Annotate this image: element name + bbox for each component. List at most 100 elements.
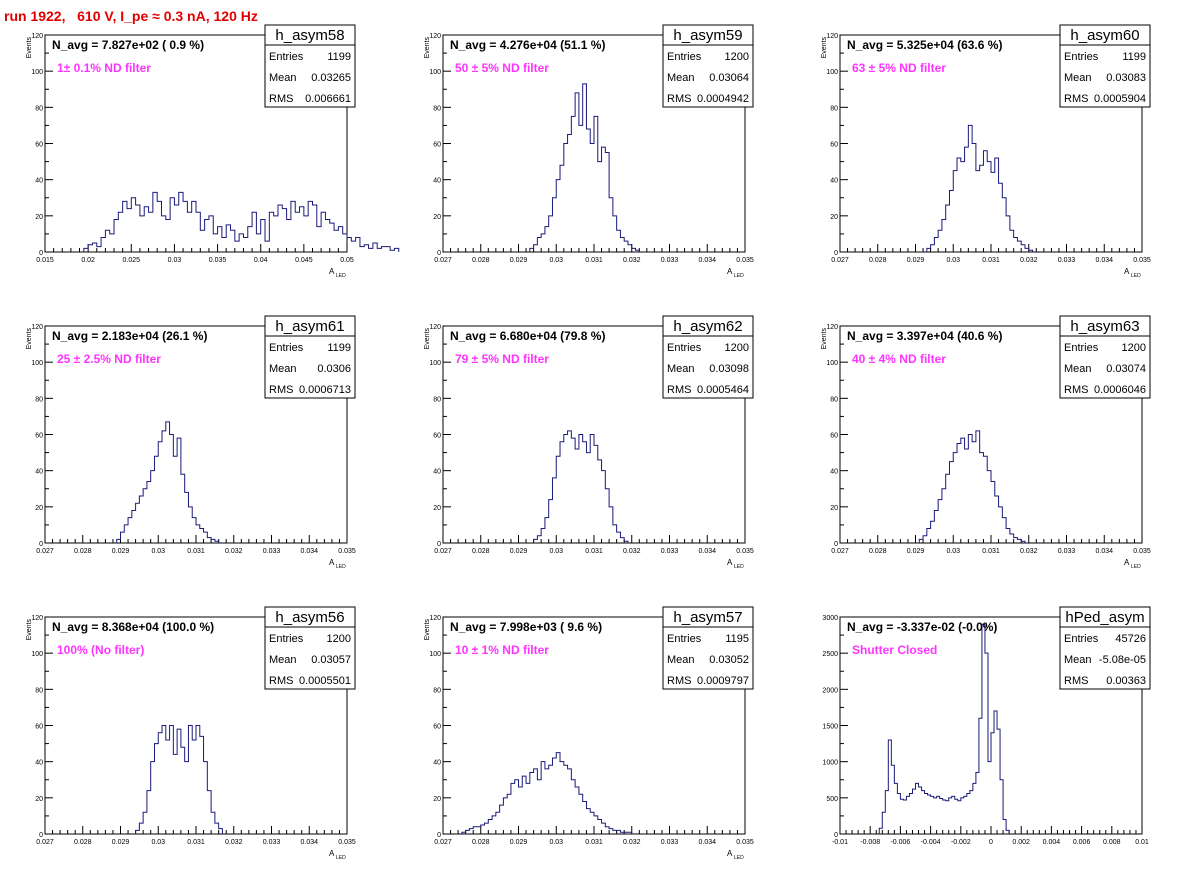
histogram-line: [878, 623, 1010, 834]
navg-label: N_avg = 5.325e+04 (63.6 %): [847, 38, 1002, 52]
x-tick-label: 0.028: [74, 839, 92, 846]
histogram-name: hPed_asym: [1065, 609, 1144, 626]
y-tick-label: 2000: [822, 687, 838, 694]
mean-value: 0.03265: [311, 72, 351, 84]
x-tick-label: 0.033: [1058, 548, 1076, 555]
y-tick-label: 80: [433, 687, 441, 694]
filter-label: Shutter Closed: [852, 643, 937, 657]
y-tick-label: 80: [433, 105, 441, 112]
x-tick-label: -0.002: [951, 839, 971, 846]
x-tick-label: 0.028: [472, 548, 490, 555]
entries-label: Entries: [1064, 51, 1099, 63]
y-tick-label: 80: [830, 396, 838, 403]
entries-label: Entries: [667, 342, 702, 354]
x-axis-label-subscript: LED: [1131, 273, 1141, 279]
y-tick-label: 40: [433, 178, 441, 185]
y-tick-label: 100: [31, 69, 43, 76]
rms-label: RMS: [667, 675, 691, 687]
stats-box: h_asym62 Entries 1200 Mean 0.03098 RMS 0.00054…: [662, 315, 754, 399]
y-tick-label: 120: [429, 615, 441, 622]
navg-label: N_avg = 7.827e+02 ( 0.9 %): [52, 38, 204, 52]
stats-box: h_asym58 Entries 1199 Mean 0.03265 RMS 0.00666…: [264, 24, 356, 108]
x-tick-label: 0.027: [434, 548, 452, 555]
y-tick-label: 40: [35, 469, 43, 476]
x-axis-label: A: [1124, 267, 1130, 276]
x-tick-label: 0.006: [1073, 839, 1091, 846]
y-tick-label: 0: [834, 250, 838, 257]
entries-value: 1199: [327, 51, 351, 63]
stats-box: h_asym57 Entries 1195 Mean 0.03052 RMS 0.00097…: [662, 606, 754, 690]
x-tick-label: 0.033: [263, 839, 281, 846]
mean-value: 0.03098: [709, 363, 749, 375]
filter-label: 40 ± 4% ND filter: [852, 352, 946, 366]
x-tick-label: 0.035: [736, 548, 754, 555]
x-tick-label: 0.027: [831, 257, 849, 264]
x-tick-label: 0.034: [698, 839, 716, 846]
x-tick-label: 0.029: [510, 839, 528, 846]
x-tick-label: 0.027: [36, 548, 54, 555]
entries-value: 1200: [1122, 342, 1146, 354]
y-tick-label: 120: [429, 33, 441, 40]
rms-label: RMS: [269, 93, 293, 105]
histogram-panel-h_asym61: 0 20 40 60 80 100 120 0.027 0.028 0.029 0.03 0.031 0…: [26, 315, 356, 570]
stats-box: h_asym59 Entries 1200 Mean 0.03064 RMS 0.00049…: [662, 24, 754, 108]
entries-value: 1199: [1122, 51, 1146, 63]
y-tick-label: 1000: [822, 760, 838, 767]
y-tick-label: 60: [830, 433, 838, 440]
mean-label: Mean: [269, 363, 297, 375]
histogram-name: h_asym56: [275, 609, 344, 626]
mean-value: 0.0306: [317, 363, 351, 375]
mean-label: Mean: [1064, 654, 1092, 666]
y-tick-label: 60: [433, 142, 441, 149]
stats-box-frame: [662, 315, 754, 399]
histogram-panel-h_asym57: 0 20 40 60 80 100 120 0.027 0.028 0.029 0.03 0.031 0…: [424, 606, 754, 861]
x-tick-label: 0.031: [982, 548, 1000, 555]
y-tick-label: 20: [433, 505, 441, 512]
x-axis-label-subscript: LED: [734, 855, 744, 861]
navg-label: N_avg = 6.680e+04 (79.8 %): [450, 329, 605, 343]
rms-value: 0.0006046: [1094, 384, 1146, 396]
histogram-name: h_asym62: [673, 318, 742, 335]
y-tick-label: 60: [433, 433, 441, 440]
mean-label: Mean: [667, 72, 695, 84]
stats-box: h_asym61 Entries 1199 Mean 0.0306 RMS 0.000671…: [264, 315, 356, 399]
y-tick-label: 80: [830, 105, 838, 112]
y-tick-label: 0: [437, 541, 441, 548]
histogram-line: [83, 191, 400, 252]
filter-label: 25 ± 2.5% ND filter: [57, 352, 161, 366]
y-tick-label: 60: [830, 142, 838, 149]
y-axis-label: Events: [821, 328, 828, 350]
x-tick-label: -0.006: [890, 839, 910, 846]
histogram-line: [918, 430, 1026, 543]
entries-value: 1200: [327, 633, 351, 645]
y-tick-label: 40: [35, 760, 43, 767]
x-tick-label: -0.004: [921, 839, 941, 846]
x-tick-label: 0.035: [736, 839, 754, 846]
filter-label: 1± 0.1% ND filter: [57, 61, 151, 75]
entries-label: Entries: [667, 51, 702, 63]
x-tick-label: 0.031: [585, 839, 603, 846]
x-tick-label: 0.033: [661, 548, 679, 555]
x-tick-label: 0.032: [623, 548, 641, 555]
histogram-panel-h_asym59: 0 20 40 60 80 100 120 0.027 0.028 0.029 0.03 0.031 0…: [424, 24, 754, 279]
x-tick-label: 0.03: [151, 839, 165, 846]
y-tick-label: 3000: [822, 615, 838, 622]
y-tick-label: 120: [429, 324, 441, 331]
stats-box: h_asym56 Entries 1200 Mean 0.03057 RMS 0.00055…: [264, 606, 356, 690]
x-tick-label: 0.031: [187, 548, 205, 555]
x-axis-label: A: [329, 849, 335, 858]
x-tick-label: 0.002: [1012, 839, 1030, 846]
y-tick-label: 0: [834, 832, 838, 839]
x-tick-label: 0.004: [1043, 839, 1061, 846]
x-axis-label: A: [727, 849, 733, 858]
x-axis-label: A: [329, 267, 335, 276]
navg-label: N_avg = 3.397e+04 (40.6 %): [847, 329, 1002, 343]
rms-value: 0.006661: [305, 93, 351, 105]
x-tick-label: -0.008: [860, 839, 880, 846]
y-tick-label: 100: [429, 69, 441, 76]
x-tick-label: 0.035: [338, 548, 356, 555]
y-tick-label: 0: [834, 541, 838, 548]
x-axis-label-subscript: LED: [734, 564, 744, 570]
x-tick-label: 0.028: [869, 257, 887, 264]
rms-label: RMS: [1064, 675, 1088, 687]
